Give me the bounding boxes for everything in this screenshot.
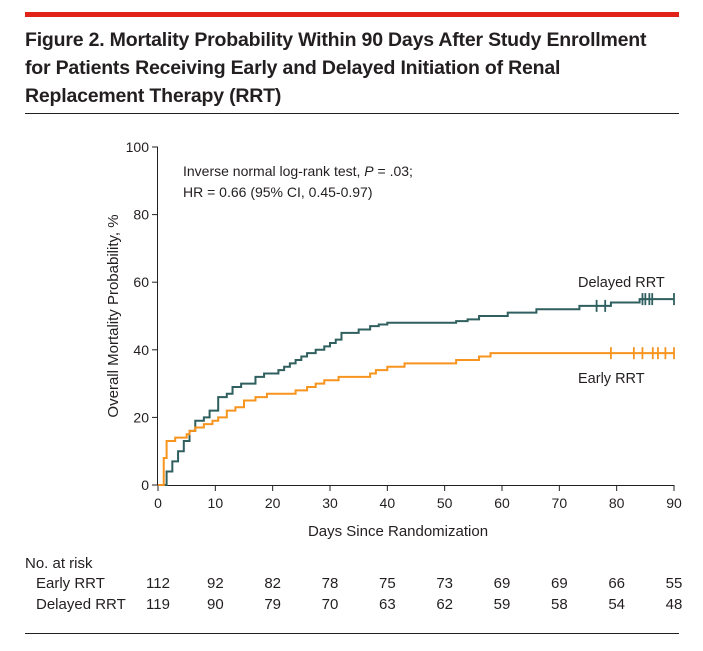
series-line-delayed-rrt <box>158 298 674 486</box>
risk-cell: 73 <box>436 575 453 592</box>
risk-cell: 70 <box>321 596 339 613</box>
top-rule <box>25 113 679 114</box>
y-tick-label: 20 <box>133 409 149 425</box>
x-tick-label: 10 <box>208 495 224 511</box>
risk-cell: 55 <box>665 575 683 592</box>
x-axis-label: Days Since Randomization <box>308 523 488 540</box>
stat-annotation-line-2: HR = 0.66 (95% CI, 0.45-0.97) <box>183 184 373 200</box>
x-tick-label: 80 <box>609 495 625 511</box>
y-tick-label: 0 <box>141 477 149 493</box>
x-tick-label: 60 <box>494 495 510 511</box>
accent-bar <box>25 12 679 17</box>
risk-row-label: Delayed RRT <box>36 596 126 613</box>
x-tick-label: 20 <box>265 495 281 511</box>
x-tick-label: 50 <box>437 495 453 511</box>
risk-row-label: Early RRT <box>36 575 105 592</box>
chart-curves <box>158 298 674 486</box>
y-tick-label: 40 <box>133 342 149 358</box>
risk-cell: 58 <box>550 596 568 613</box>
risk-cell: 62 <box>436 596 453 613</box>
risk-cell: 75 <box>378 575 396 592</box>
risk-cell: 90 <box>206 596 224 613</box>
y-tick-label: 80 <box>133 207 149 223</box>
series-label-delayed-rrt: Delayed RRT <box>578 275 665 291</box>
kaplan-meier-chart: 0 20 40 60 80 100 0 10 20 30 40 50 60 70 80 90 Inverse … <box>105 139 682 540</box>
x-tick-label: 30 <box>322 495 338 511</box>
risk-row: Delayed RRT 119 90 79 70 63 62 59 58 54 48 <box>0 596 703 616</box>
figure-title-line-3: Replacement Therapy (RRT) <box>25 85 282 107</box>
chart-censor-marks <box>595 293 675 360</box>
risk-cell: 54 <box>608 596 625 613</box>
risk-cell: 59 <box>493 596 511 613</box>
y-tick-label: 100 <box>126 139 150 155</box>
figure-title-line-1: Figure 2. Mortality Probability Within 9… <box>25 29 647 51</box>
stat-annotation-line-1: Inverse normal log-rank test, P = .03; <box>183 163 413 179</box>
y-axis-label: Overall Mortality Probability, % <box>105 214 122 417</box>
risk-cell: 119 <box>146 596 170 613</box>
risk-cell: 82 <box>264 575 281 592</box>
figure-title: Figure 2. Mortality Probability Within 9… <box>25 26 685 110</box>
risk-row: Early RRT 112 92 82 78 75 73 69 69 66 55 <box>0 575 703 595</box>
series-line-early-rrt <box>158 352 674 486</box>
risk-cell: 112 <box>146 575 170 592</box>
x-tick-label: 90 <box>666 495 682 511</box>
chart-axes: 0 20 40 60 80 100 0 10 20 30 40 50 60 70 80 90 <box>126 139 682 511</box>
x-tick-label: 0 <box>154 495 162 511</box>
risk-table-title: No. at risk <box>25 555 93 572</box>
risk-cell: 78 <box>321 575 339 592</box>
figure-title-line-2: for Patients Receiving Early and Delayed… <box>25 57 561 79</box>
x-tick-label: 70 <box>552 495 568 511</box>
risk-cell: 79 <box>264 596 281 613</box>
risk-cell: 69 <box>550 575 568 592</box>
risk-cell: 66 <box>608 575 625 592</box>
risk-cell: 48 <box>665 596 683 613</box>
series-label-early-rrt: Early RRT <box>578 371 645 387</box>
risk-cell: 69 <box>493 575 511 592</box>
risk-cell: 63 <box>378 596 396 613</box>
risk-cell: 92 <box>206 575 224 592</box>
bottom-rule <box>25 633 679 634</box>
x-tick-label: 40 <box>380 495 396 511</box>
y-tick-label: 60 <box>133 274 149 290</box>
